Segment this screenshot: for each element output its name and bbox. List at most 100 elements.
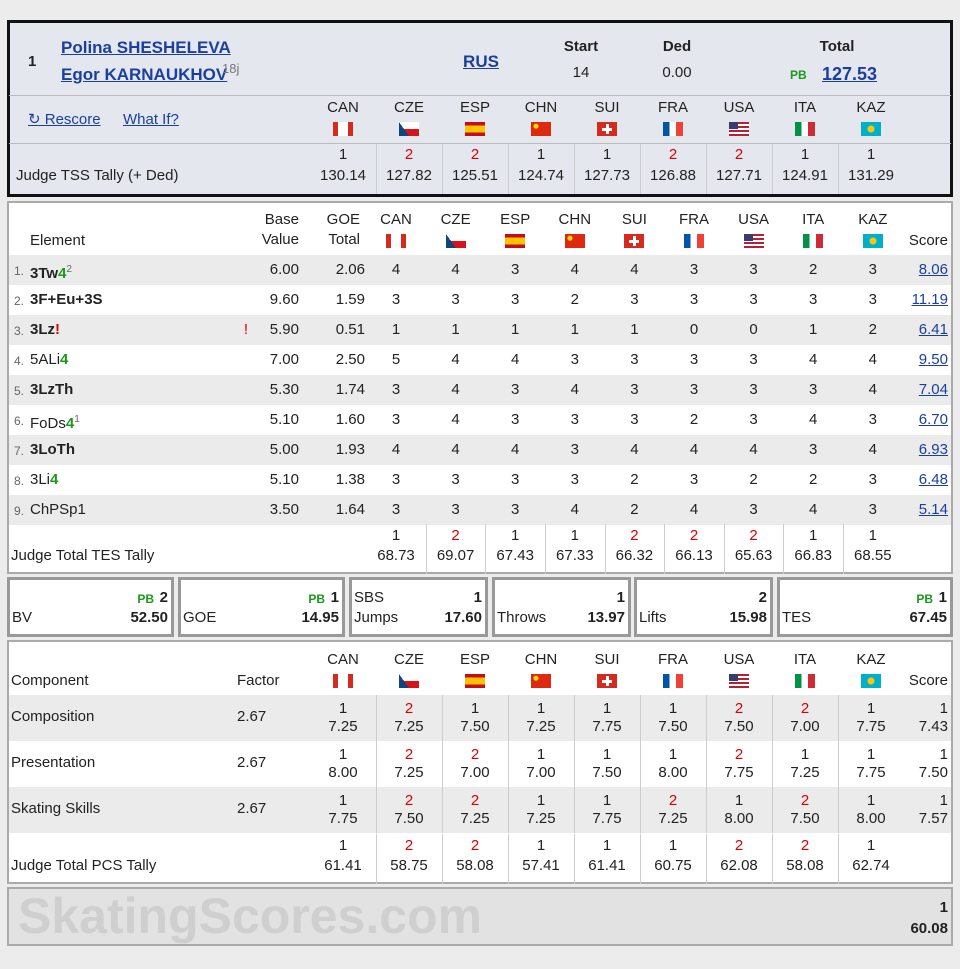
judge-rank: 1 [866,792,876,809]
judge-mark: 3 [570,351,579,368]
score-rank: 1 [939,746,948,763]
judge-mark: 7.00 [790,718,820,735]
judge-code: FRA [658,651,688,668]
judge-mark: 4 [749,441,758,458]
element-score[interactable]: 5.14 [918,501,948,518]
judge-total: 61.41 [588,857,626,874]
nation[interactable]: RUS [463,52,499,71]
header: Component [11,672,89,689]
judge-mark: 4 [451,411,460,428]
flag [862,234,883,248]
skater-name[interactable]: Egor KARNAUKHOV [61,65,228,84]
judge-mark: 7.75 [328,810,358,827]
summary-label: SBS [354,589,385,606]
judge-mark: 7.25 [394,764,424,781]
element-name: 3Tw42 [30,260,72,282]
judge-code: USA [738,211,770,228]
judge-mark: 3 [630,381,639,398]
judge-total: 131.29 [848,167,894,184]
summary-rank: 1 [473,589,482,606]
goe-total: 1.93 [335,441,365,458]
column-separator [376,834,377,884]
column-separator [640,741,641,787]
judge-mark: 3 [809,291,818,308]
element-code: 5ALi [30,351,61,368]
element-sup: 1 [74,414,80,425]
judge-rank: 2 [749,527,758,544]
element-number: 4. [14,354,25,368]
column-separator [574,787,575,833]
element-number: 3. [14,324,25,338]
judge-rank: 1 [338,792,348,809]
judge-code: FRA [679,211,709,228]
column-separator [376,741,377,787]
judge-mark: 3 [868,471,877,488]
column-separator [442,834,443,884]
judge-mark: 4 [391,261,401,278]
judge-mark: 3 [749,261,758,278]
element-score[interactable]: 6.41 [918,321,948,338]
judge-code: USA [723,99,755,116]
total[interactable]: 127.53 [822,64,878,84]
judge-mark: 1 [570,321,579,338]
element-score[interactable]: 9.50 [918,351,948,368]
skater-panel [7,20,953,197]
goe-total: 2.06 [335,261,365,278]
judge-mark: 7.25 [460,810,490,827]
element-score[interactable]: 7.04 [918,381,948,398]
element-score[interactable]: 6.48 [918,471,948,488]
flag [597,122,617,136]
element-level: 4 [60,351,69,368]
judge-mark: 4 [570,501,579,518]
column-separator [838,741,839,787]
judge-mark: 3 [511,501,520,518]
element-score[interactable]: 6.93 [918,441,948,458]
rescore-link[interactable]: ↻ Rescore [28,111,101,128]
judge-mark: 4 [570,261,579,278]
flag [333,122,353,136]
judge-total: 124.91 [782,167,828,184]
base-value: 5.30 [269,381,299,398]
element-score[interactable]: 11.19 [911,291,948,308]
judge-code: ITA [793,651,817,668]
skater-name[interactable]: Polina SHESHELEVA [61,38,231,57]
goe-total: 1.60 [335,411,365,428]
column-separator [376,695,377,741]
element-level: 4 [65,415,75,432]
flag [729,674,749,688]
judge-rank: 1 [800,746,810,763]
judge-rank: 1 [338,146,348,163]
judge-mark: 3 [868,501,877,518]
column-separator [508,834,509,884]
summary-label: Lifts [639,609,667,626]
judge-mark: 2 [570,291,579,308]
judge-rank: 1 [536,792,546,809]
judge-rank: 2 [404,792,414,809]
judge-rank: 2 [404,837,414,854]
judge-mark: 3 [451,471,460,488]
judge-code: ESP [459,99,491,116]
column-separator [574,695,575,741]
column-separator [640,144,641,194]
judge-mark: 4 [689,441,699,458]
watermark: SkatingScores.com [18,888,483,944]
judge-mark: 7.50 [592,764,622,781]
flag [531,674,551,688]
judge-code: CAN [327,99,359,116]
note: ! [243,321,249,338]
judge-code: KAZ [856,651,886,668]
what-if-link[interactable]: What If? [123,111,179,128]
judge-mark: 3 [570,411,579,428]
judge-mark: 3 [749,411,758,428]
summary-label: Throws [497,609,547,626]
judge-rank: 2 [800,700,810,717]
judge-mark: 3 [868,291,877,308]
judge-rank: 1 [866,837,876,854]
goe-total: 1.64 [335,501,365,518]
element-score[interactable]: 8.06 [918,261,948,278]
column-separator [706,144,707,194]
element-score[interactable]: 6.70 [918,411,948,428]
flag [445,234,466,248]
column-separator [442,741,443,787]
column-separator [442,695,443,741]
